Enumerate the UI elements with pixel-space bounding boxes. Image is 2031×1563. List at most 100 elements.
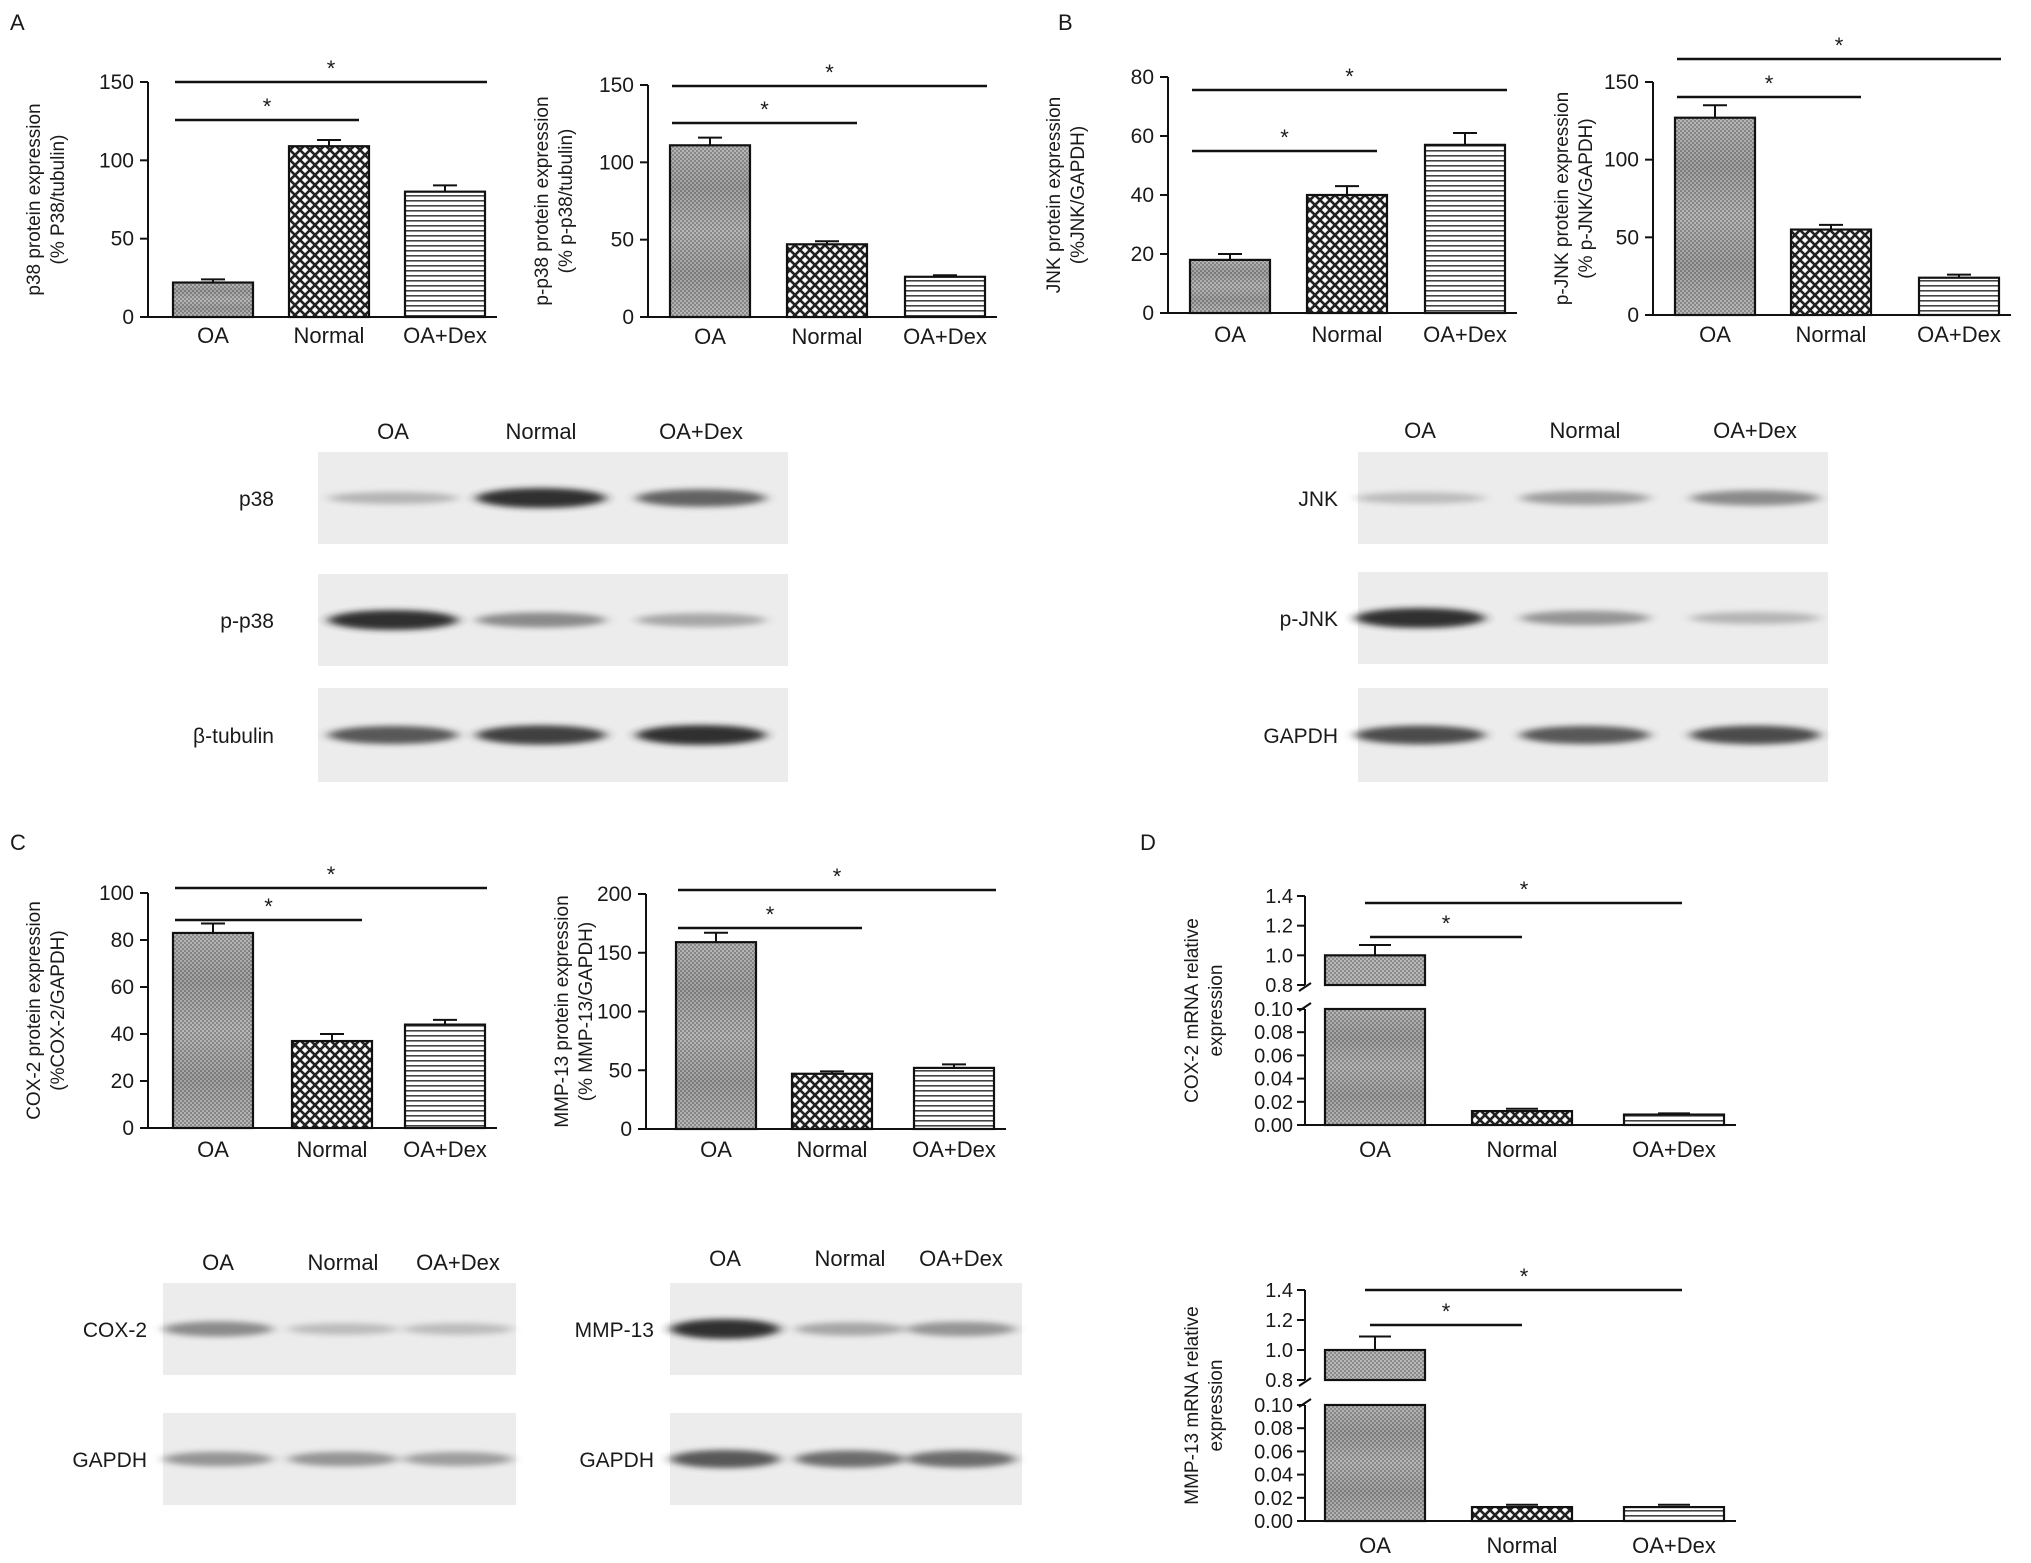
blot-band xyxy=(636,725,766,745)
y-tick-label: 0 xyxy=(1142,302,1154,325)
blot-lane-label: OA+Dex xyxy=(659,419,743,444)
y-tick-label: 0.00 xyxy=(1254,1511,1293,1533)
chart-A-left: 0 50 100 150 p38 protein expression (% P38/tu… xyxy=(24,56,497,348)
x-category-label: OA+Dex xyxy=(903,324,987,349)
y-tick-label: 80 xyxy=(111,929,134,952)
bar-shade xyxy=(1325,1009,1425,1125)
y-axis-label: MMP-13 protein expression xyxy=(552,895,573,1127)
y-tick-label: 1.4 xyxy=(1265,1280,1293,1302)
x-category-label: Normal xyxy=(1487,1137,1558,1162)
bar-oa-dex xyxy=(912,1066,996,1131)
y-tick-label: 0.00 xyxy=(1254,1115,1293,1137)
blot-C1: OA Normal OA+Dex COX-2 GAPDH xyxy=(72,1250,516,1505)
blot-row-label: GAPDH xyxy=(579,1449,654,1472)
y-tick-label: 0.04 xyxy=(1254,1069,1293,1091)
y-axis-label: COX-2 protein expression xyxy=(24,901,45,1120)
y-tick-label: 100 xyxy=(597,1001,632,1024)
blot-lane-label: OA+Dex xyxy=(1713,418,1797,443)
blot-lane-label: OA xyxy=(709,1246,741,1271)
bar-shade xyxy=(676,942,756,1129)
x-category-label: OA xyxy=(197,1137,229,1162)
significance-star: * xyxy=(825,60,834,85)
x-category-label: OA xyxy=(1359,1137,1391,1162)
blot-band xyxy=(1690,611,1820,625)
bar-shade xyxy=(173,932,253,1128)
y-tick-label: 60 xyxy=(1131,125,1154,148)
y-axis-label: p-JNK protein expression xyxy=(1552,92,1573,305)
y-tick-label: 20 xyxy=(1131,243,1154,266)
axis-break-mark xyxy=(1298,982,1312,992)
bar-normal xyxy=(785,243,869,319)
chart-C-right: 0 50 100 150 200 MMP-13 protein expression (% … xyxy=(552,864,1006,1162)
blot-band xyxy=(1355,492,1485,504)
bar-shade xyxy=(1325,1405,1425,1521)
blot-row-label: JNK xyxy=(1298,488,1338,511)
significance-star: * xyxy=(1280,125,1289,150)
blot-row-label: MMP-13 xyxy=(575,1319,654,1342)
x-category-label: OA+Dex xyxy=(403,1137,487,1162)
significance-star: * xyxy=(1765,71,1774,96)
x-category-label: Normal xyxy=(1796,322,1867,347)
y-tick-label: 60 xyxy=(111,976,134,999)
blot-band xyxy=(288,1451,398,1467)
y-axis-label: (%JNK/GAPDH) xyxy=(1068,126,1089,264)
blot-band xyxy=(1690,725,1820,745)
y-axis-label: (% p-JNK/GAPDH) xyxy=(1576,118,1597,278)
bar-normal xyxy=(287,145,371,319)
y-axis-label: p-p38 protein expression xyxy=(532,96,553,305)
y-tick-label: 150 xyxy=(599,74,634,97)
bar-normal xyxy=(1789,228,1873,317)
y-tick-label: 0.8 xyxy=(1265,975,1293,997)
blot-row-label: p38 xyxy=(239,488,274,511)
blot-lane-label: Normal xyxy=(1550,418,1621,443)
significance-star: * xyxy=(1345,64,1354,89)
bar-oa-upper xyxy=(1323,954,1427,987)
blot-lane-label: OA xyxy=(377,419,409,444)
y-tick-label: 0.02 xyxy=(1254,1488,1293,1510)
blot-lane-label: OA+Dex xyxy=(919,1246,1003,1271)
blot-band xyxy=(795,1322,905,1336)
y-tick-label: 1.2 xyxy=(1265,1310,1293,1332)
bar-oa-dex xyxy=(903,275,987,319)
bar-shade xyxy=(1190,259,1270,313)
blot-band xyxy=(1690,490,1820,506)
y-tick-label: 200 xyxy=(597,883,632,906)
x-category-label: Normal xyxy=(297,1137,368,1162)
chart-A-right: 0 50 100 150 p-p38 protein expression (% p-p3… xyxy=(532,60,997,349)
blot-row-label: COX-2 xyxy=(83,1319,147,1342)
y-axis-label: (% P38/tubulin) xyxy=(48,135,69,265)
x-category-label: Normal xyxy=(792,324,863,349)
chart-D-top: 0.000.020.040.060.080.100.8 1.0 1.2 1.4 COX-… xyxy=(1182,877,1736,1162)
y-tick-label: 0 xyxy=(1627,304,1639,327)
y-tick-label: 50 xyxy=(609,1059,632,1082)
x-category-label: Normal xyxy=(1487,1533,1558,1558)
significance-star: * xyxy=(1520,877,1529,902)
y-tick-label: 0.8 xyxy=(1265,1370,1293,1392)
y-axis-label: expression xyxy=(1206,965,1227,1057)
y-tick-label: 0 xyxy=(122,306,134,329)
y-tick-label: 0.04 xyxy=(1254,1465,1293,1487)
y-tick-label: 1.0 xyxy=(1265,945,1293,967)
bar-oa-dex xyxy=(1423,143,1507,315)
blot-band xyxy=(636,613,766,627)
blot-band xyxy=(288,1323,398,1335)
y-tick-label: 1.0 xyxy=(1265,1340,1293,1362)
panel-letter-B: B xyxy=(1058,10,1073,35)
blot-band xyxy=(906,1450,1016,1468)
bar-oa-dex xyxy=(1622,1113,1726,1127)
x-category-label: OA+Dex xyxy=(403,323,487,348)
significance-star: * xyxy=(1835,33,1844,58)
blot-band xyxy=(163,1321,273,1337)
axis-break-mark xyxy=(1298,1377,1312,1387)
bar-oa-dex xyxy=(1917,276,2001,317)
blot-band xyxy=(476,612,606,628)
y-axis-label: expression xyxy=(1206,1360,1227,1452)
y-tick-label: 100 xyxy=(99,149,134,172)
blot-B: OA Normal OA+Dex JNK p-JNK GAPDH xyxy=(1263,418,1828,782)
bar-oa-dex xyxy=(403,190,487,319)
blot-band xyxy=(1520,491,1650,505)
y-tick-label: 100 xyxy=(1604,149,1639,172)
y-axis-label: (% MMP-13/GAPDH) xyxy=(576,922,597,1101)
